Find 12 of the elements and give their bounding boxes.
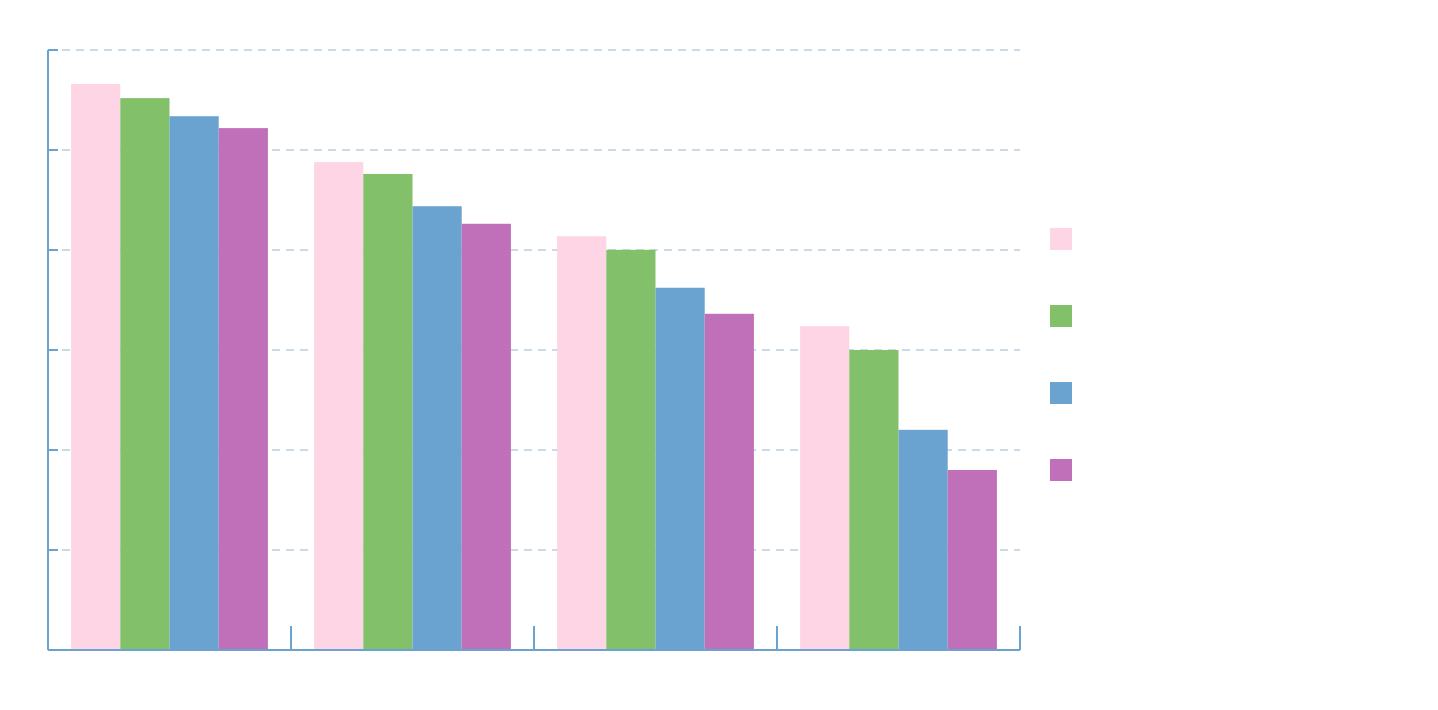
bar <box>218 128 268 650</box>
bar <box>849 350 899 650</box>
bar <box>704 313 754 650</box>
bar <box>461 223 511 650</box>
bar <box>120 98 170 650</box>
bar <box>947 470 997 650</box>
bar <box>314 162 364 650</box>
bar <box>71 83 121 650</box>
bar <box>606 249 656 650</box>
bar <box>363 173 413 650</box>
bar <box>800 326 850 650</box>
bar <box>557 236 607 650</box>
